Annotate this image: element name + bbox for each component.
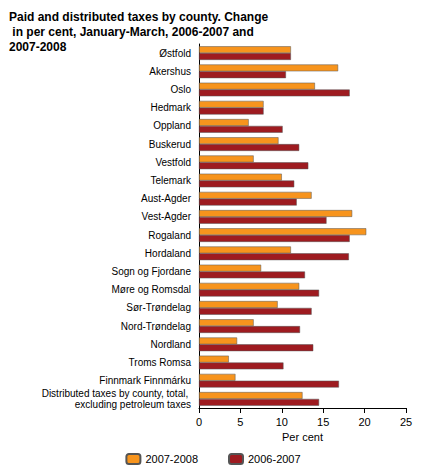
svg-text:0: 0 <box>196 416 202 428</box>
svg-text:Aust-Agder: Aust-Agder <box>141 193 192 204</box>
svg-text:20: 20 <box>358 416 370 428</box>
svg-text:Oslo: Oslo <box>170 84 191 95</box>
svg-text:Østfold: Østfold <box>159 48 191 59</box>
svg-text:Oppland: Oppland <box>153 120 191 131</box>
svg-text:Nord-Trøndelag: Nord-Trøndelag <box>121 321 191 332</box>
svg-text:Distributed taxes by county, t: Distributed taxes by county, total, <box>42 388 191 399</box>
svg-text:2007-2008: 2007-2008 <box>9 40 67 54</box>
svg-text:Rogaland: Rogaland <box>148 230 191 241</box>
svg-text:Telemark: Telemark <box>150 175 192 186</box>
svg-text:10: 10 <box>276 416 288 428</box>
svg-text:Hordaland: Hordaland <box>145 248 191 259</box>
svg-text:Akershus: Akershus <box>149 66 191 77</box>
svg-text:in per cent, January-March, 20: in per cent, January-March, 2006-2007 an… <box>9 25 257 39</box>
svg-text:Møre og Romsdal: Møre og Romsdal <box>112 284 191 295</box>
svg-text:Finnmark Finnmárku: Finnmark Finnmárku <box>99 375 191 386</box>
svg-text:Per cent: Per cent <box>282 431 323 443</box>
svg-text:Vestfold: Vestfold <box>155 157 191 168</box>
svg-text:Hedmark: Hedmark <box>150 102 192 113</box>
svg-text:25: 25 <box>400 416 412 428</box>
svg-text:Vest-Agder: Vest-Agder <box>142 211 192 222</box>
svg-text:2006-2007: 2006-2007 <box>248 453 301 465</box>
svg-text:Sør-Trøndelag: Sør-Trøndelag <box>126 302 191 313</box>
svg-text:Sogn og Fjordane: Sogn og Fjordane <box>111 266 191 277</box>
svg-text:Paid and distributed taxes by: Paid and distributed taxes by county. Ch… <box>9 10 268 24</box>
svg-text:Buskerud: Buskerud <box>149 139 191 150</box>
svg-text:Troms Romsa: Troms Romsa <box>129 357 192 368</box>
svg-text:15: 15 <box>317 416 329 428</box>
svg-text:5: 5 <box>237 416 243 428</box>
svg-text:excluding petroleum taxes: excluding petroleum taxes <box>75 399 191 410</box>
svg-text:Nordland: Nordland <box>150 339 191 350</box>
svg-text:2007-2008: 2007-2008 <box>145 453 198 465</box>
